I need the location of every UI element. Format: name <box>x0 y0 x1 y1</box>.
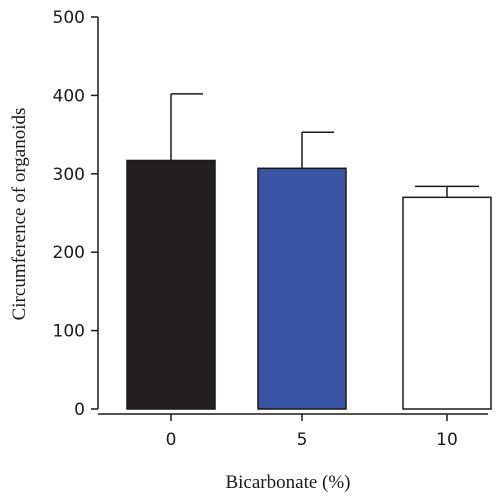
x-tick-label: 0 <box>166 430 177 450</box>
y-tick-label: 200 <box>53 243 85 263</box>
y-tick-label: 400 <box>53 86 85 106</box>
bars-group <box>126 159 492 410</box>
bar-0 <box>126 159 216 410</box>
error-bars-group <box>170 93 479 198</box>
x-axis-label: Bicarbonate (%) <box>225 472 350 493</box>
bar-5 <box>257 167 347 410</box>
y-axis-label: Circumference of organoids <box>9 108 30 321</box>
y-tick-label: 500 <box>53 8 85 28</box>
y-tick-label: 100 <box>53 322 85 342</box>
bar-10 <box>402 196 492 410</box>
x-tick-label: 10 <box>436 430 458 450</box>
y-tick-label: 300 <box>53 165 85 185</box>
y-tick-label: 0 <box>74 400 85 420</box>
axes-group: 0 100 200 300 400 500 0 5 10 <box>53 8 488 450</box>
x-tick-label: 5 <box>297 430 308 450</box>
